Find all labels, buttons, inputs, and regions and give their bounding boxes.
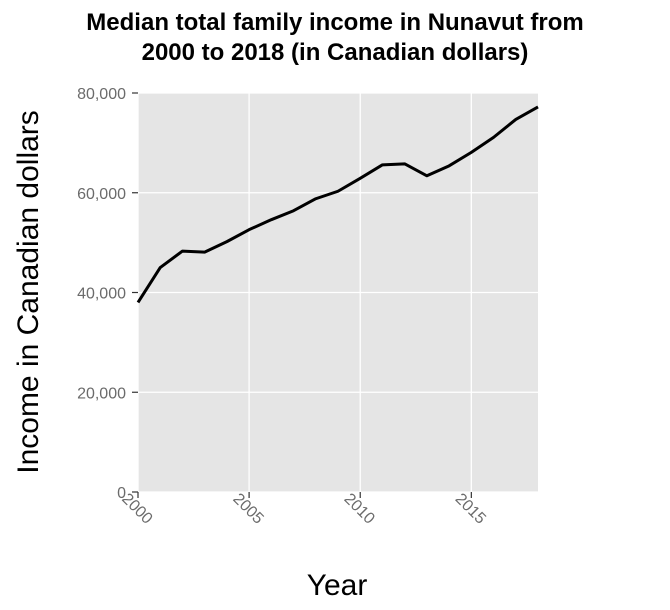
chart-title-line-2: 2000 to 2018 (in Canadian dollars) [142,39,529,66]
y-axis-label: Income in Canadian dollars [12,110,45,474]
y-tick-label: 60,000 [77,186,126,203]
series-layer [136,105,539,304]
x-tick-label: 2000 [118,490,155,527]
x-tick-label: 2010 [341,490,378,527]
x-tick-label: 2005 [229,490,266,527]
y-tick-label: 0 [117,485,126,502]
y-tick-label: 20,000 [77,385,126,402]
x-tick-label: 2015 [452,490,489,527]
y-tick-label: 80,000 [77,86,126,103]
series-line [136,105,539,304]
y-tick-label: 40,000 [77,286,126,303]
x-axis-label: Year [307,569,368,602]
chart-title-line-1: Median total family income in Nunavut fr… [86,9,583,36]
